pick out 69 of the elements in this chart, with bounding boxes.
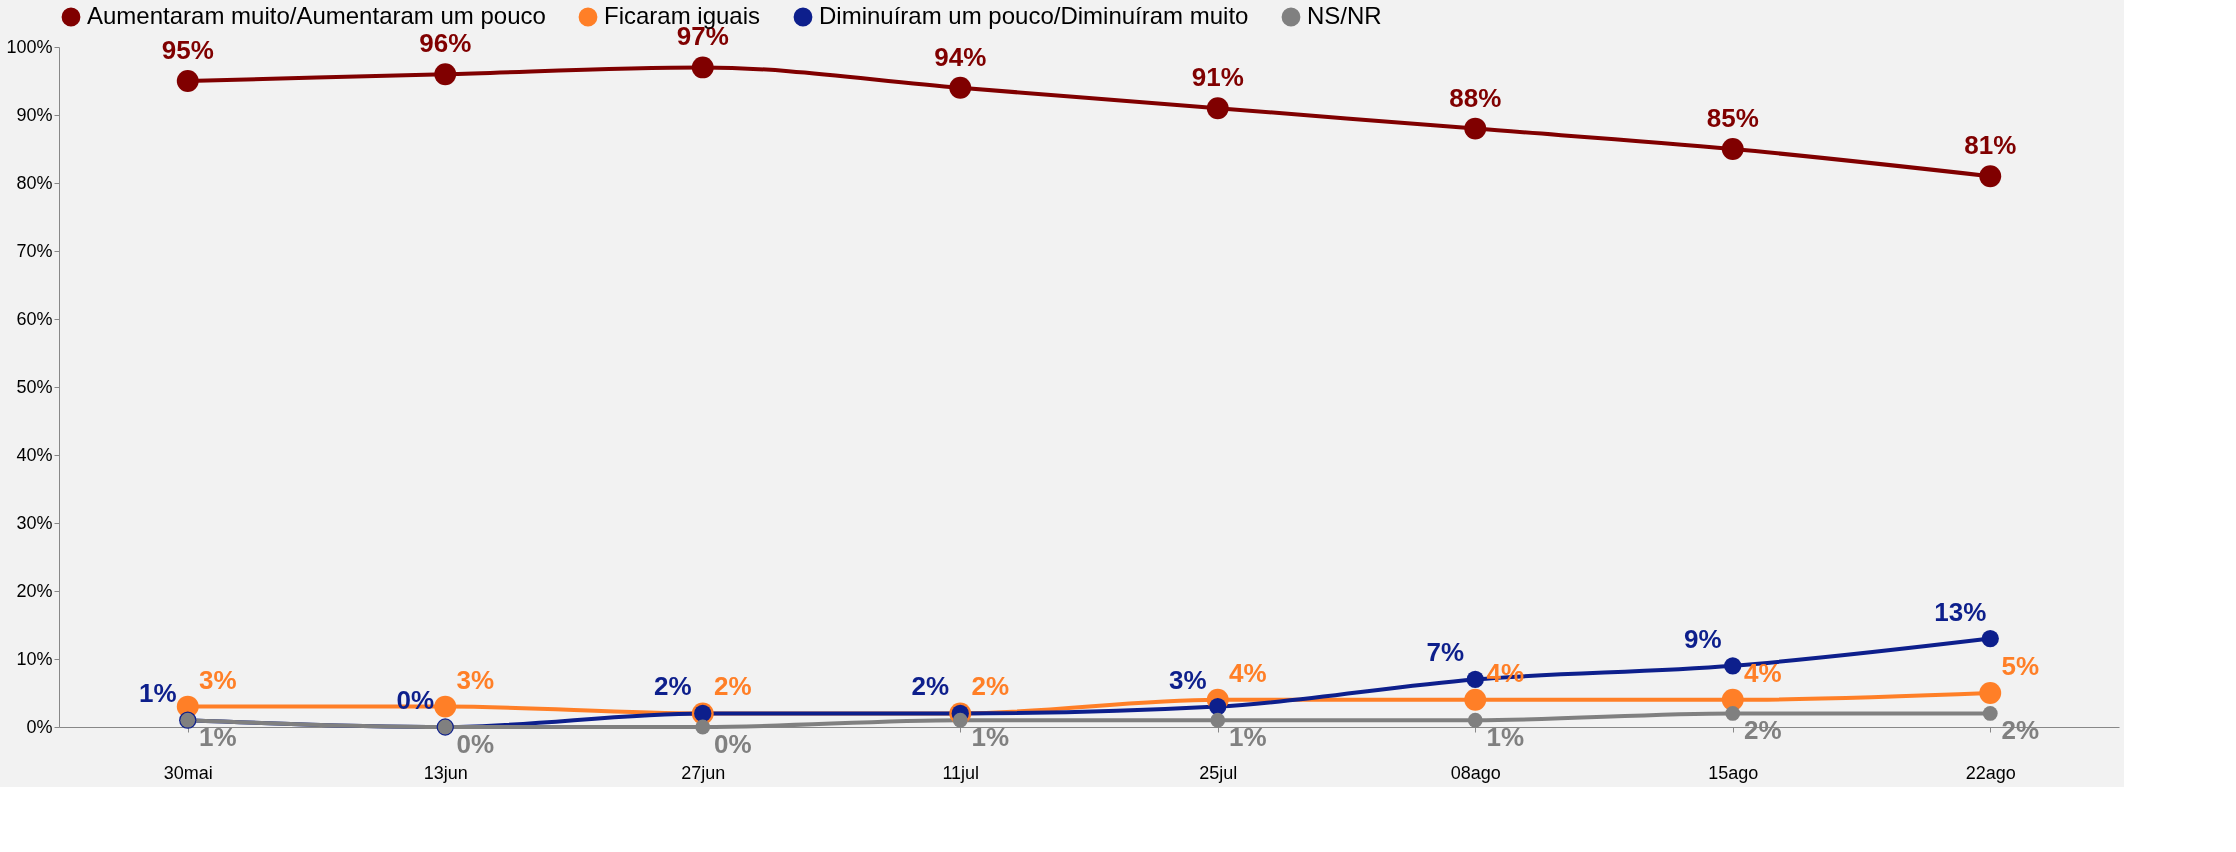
data-label: 1% [1228,722,1267,753]
x-tick-label: 13jun [423,762,468,783]
data-label: 1% [198,722,237,753]
data-label: 9% [1683,623,1722,654]
point [691,56,714,79]
point [1206,97,1229,120]
x-tick-label: 25jul [1199,762,1238,783]
y-tick-label: 70% [16,240,53,261]
data-label: 13% [1934,596,1987,627]
y-tick-label: 50% [16,376,53,397]
point [434,695,457,718]
y-tick-label: 80% [16,172,53,193]
point [1979,165,2002,188]
point [1979,682,2002,704]
point [1725,706,1741,721]
data-label: 7% [1426,637,1465,668]
point [176,70,199,92]
point [949,76,972,99]
data-label: 2% [653,671,692,702]
point [434,63,457,86]
x-tick-label: 22ago [1965,762,2016,783]
x-tick-label: 11jul [942,762,980,783]
point [1466,670,1484,689]
point [1724,657,1742,675]
data-label: 0% [713,729,752,759]
data-label: 88% [1449,82,1502,113]
x-tick-label: 15ago [1708,762,1759,783]
y-tick-label: 30% [16,512,53,533]
x-tick-label: 30mai [163,762,213,783]
data-label: 2% [971,671,1010,702]
legend-label: NS/NR [1307,2,1382,29]
y-tick-label: 60% [16,308,53,329]
data-label: 3% [198,664,237,695]
y-tick-label: 20% [16,580,53,601]
data-label: 1% [1486,722,1525,753]
data-label: 96% [419,28,472,59]
point [1210,712,1226,728]
y-tick-label: 10% [16,648,53,669]
data-label: 81% [1964,130,2017,161]
point [1982,706,1998,721]
data-label: 2% [713,671,752,702]
legend-label: Diminuíram um pouco/Diminuíram muito [819,2,1249,29]
data-label: 4% [1743,657,1782,688]
y-tick-label: 90% [16,104,53,125]
data-label: 3% [456,664,495,695]
point [1981,629,1999,648]
x-tick-label: 27jun [681,762,726,783]
data-label: 91% [1191,62,1244,93]
data-label: 3% [1168,664,1207,695]
data-label: 95% [161,35,214,65]
point [1464,117,1487,140]
y-tick-label: 0% [26,716,53,737]
data-label: 1% [971,722,1010,753]
data-label: 5% [2001,651,2040,681]
data-label: 4% [1228,657,1267,688]
point [1467,712,1483,728]
data-label: 94% [934,41,987,72]
data-label: 1% [138,678,177,709]
legend-label: Aumentaram muito/Aumentaram um pouco [87,2,546,29]
point [695,719,711,735]
point [1464,688,1487,711]
y-tick-label: 40% [16,444,53,465]
point [1209,697,1227,716]
x-tick-label: 08ago [1450,762,1501,783]
data-label: 0% [456,729,495,759]
y-tick-label: 100% [6,36,53,57]
data-label: 85% [1706,103,1759,133]
point [1721,138,1744,160]
data-label: 2% [911,671,950,702]
